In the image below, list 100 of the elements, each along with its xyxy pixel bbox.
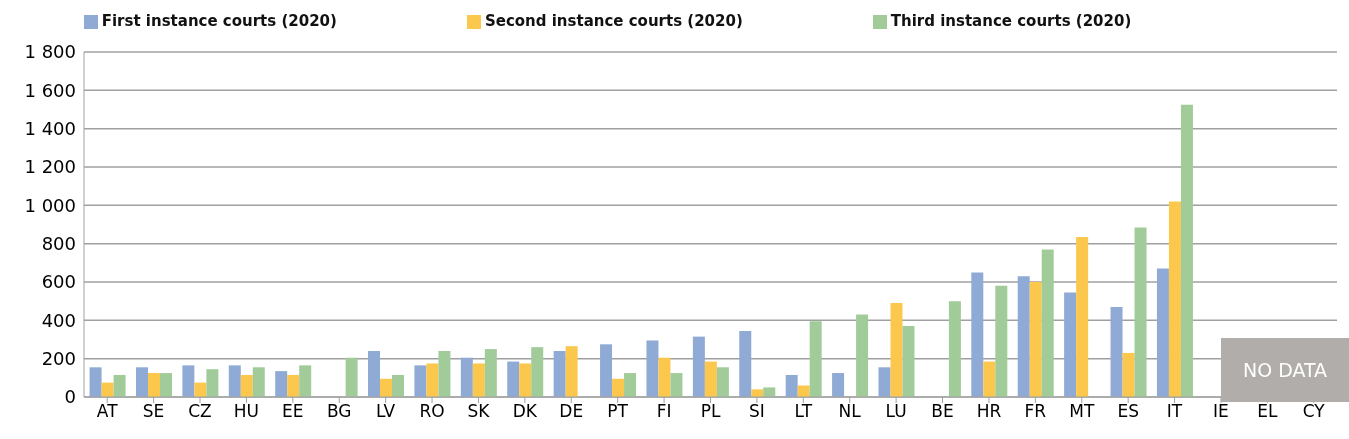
bar bbox=[809, 321, 822, 397]
x-tick-label: BE bbox=[931, 401, 954, 422]
bar bbox=[380, 378, 393, 397]
y-tick-label: 1 200 bbox=[24, 156, 76, 178]
x-tick-label: SI bbox=[749, 401, 765, 422]
bar bbox=[902, 326, 915, 397]
y-tick-label: 0 bbox=[64, 386, 76, 408]
bar bbox=[1076, 236, 1089, 397]
x-tick-label: FI bbox=[656, 401, 672, 422]
x-tick-label: CZ bbox=[188, 401, 212, 422]
bar bbox=[739, 330, 752, 397]
bar bbox=[182, 365, 195, 397]
bar bbox=[507, 361, 520, 397]
bar bbox=[1029, 282, 1042, 397]
y-tick-label: 1 000 bbox=[24, 194, 76, 216]
bar bbox=[519, 363, 532, 397]
bar bbox=[392, 374, 405, 397]
x-tick-label: HR bbox=[976, 401, 1002, 422]
bar bbox=[1017, 276, 1030, 397]
bar bbox=[1180, 104, 1193, 397]
y-tick-label: 800 bbox=[41, 233, 76, 255]
bar bbox=[531, 347, 544, 397]
bar bbox=[194, 382, 207, 397]
bar bbox=[716, 367, 729, 397]
y-tick-label: 1 600 bbox=[24, 79, 76, 101]
bar bbox=[971, 272, 984, 397]
bar bbox=[983, 361, 996, 397]
y-tick-label: 200 bbox=[41, 348, 76, 370]
x-tick-label: MT bbox=[1069, 401, 1095, 422]
x-tick-label: BG bbox=[326, 401, 352, 422]
x-tick-label: IT bbox=[1166, 401, 1183, 422]
bar bbox=[995, 285, 1008, 397]
x-tick-label: EL bbox=[1257, 401, 1279, 422]
bar bbox=[565, 346, 578, 397]
bar bbox=[751, 389, 764, 397]
bar bbox=[228, 365, 241, 397]
bar bbox=[252, 367, 265, 397]
bar bbox=[426, 363, 439, 397]
bar bbox=[612, 378, 625, 397]
bar bbox=[438, 351, 451, 397]
legend-label: Third instance courts (2020) bbox=[890, 12, 1132, 30]
y-tick-label: 1 400 bbox=[24, 118, 76, 140]
bar bbox=[832, 373, 845, 397]
x-tick-label: IE bbox=[1213, 401, 1229, 422]
bar bbox=[1134, 227, 1147, 397]
bar bbox=[1110, 306, 1123, 397]
x-tick-label: FR bbox=[1024, 401, 1047, 422]
bar bbox=[670, 373, 683, 397]
x-tick-label: SK bbox=[467, 401, 491, 422]
bar bbox=[135, 367, 148, 397]
x-tick-label: ES bbox=[1117, 401, 1139, 422]
x-tick-label: DK bbox=[512, 401, 538, 422]
x-tick-label: DE bbox=[559, 401, 584, 422]
legend-label: First instance courts (2020) bbox=[101, 12, 337, 30]
bar bbox=[600, 344, 613, 397]
x-tick-label: HU bbox=[233, 401, 260, 422]
x-tick-label: PL bbox=[700, 401, 721, 422]
bar bbox=[856, 314, 869, 397]
y-tick-label: 1 800 bbox=[24, 41, 76, 63]
bar bbox=[948, 301, 961, 397]
y-tick-label: 600 bbox=[41, 271, 76, 293]
bar bbox=[147, 373, 160, 397]
bar bbox=[275, 371, 288, 397]
x-tick-label: LU bbox=[885, 401, 907, 422]
x-tick-label: SE bbox=[142, 401, 165, 422]
bar bbox=[89, 367, 102, 397]
bar bbox=[1064, 292, 1077, 397]
bar bbox=[345, 357, 358, 397]
bar bbox=[368, 351, 381, 397]
bar bbox=[878, 367, 891, 397]
bar bbox=[484, 349, 497, 397]
x-tick-label: NL bbox=[838, 401, 862, 422]
bar bbox=[646, 340, 659, 397]
bar bbox=[890, 303, 903, 397]
legend-label: Second instance courts (2020) bbox=[484, 12, 743, 30]
bar bbox=[460, 357, 473, 397]
bar bbox=[785, 374, 798, 397]
x-tick-label: EE bbox=[282, 401, 304, 422]
x-tick-label: LV bbox=[376, 401, 396, 422]
bar bbox=[553, 351, 566, 397]
y-tick-label: 400 bbox=[41, 309, 76, 331]
x-tick-label: LT bbox=[794, 401, 813, 422]
bar bbox=[1122, 352, 1135, 397]
bar bbox=[472, 363, 485, 397]
bar bbox=[692, 336, 705, 397]
bar bbox=[658, 357, 671, 397]
annotation: NO DATA bbox=[1221, 338, 1349, 402]
bar bbox=[704, 361, 717, 397]
bar bbox=[1168, 201, 1181, 397]
bar bbox=[287, 374, 300, 397]
bar bbox=[101, 382, 114, 397]
x-tick-label: PT bbox=[607, 401, 629, 422]
bar bbox=[299, 365, 312, 397]
bar bbox=[206, 369, 219, 397]
bar bbox=[624, 373, 637, 397]
bar bbox=[414, 365, 427, 397]
bar bbox=[1156, 268, 1169, 397]
bar bbox=[240, 374, 253, 397]
bar bbox=[113, 374, 126, 397]
bar bbox=[763, 387, 776, 397]
